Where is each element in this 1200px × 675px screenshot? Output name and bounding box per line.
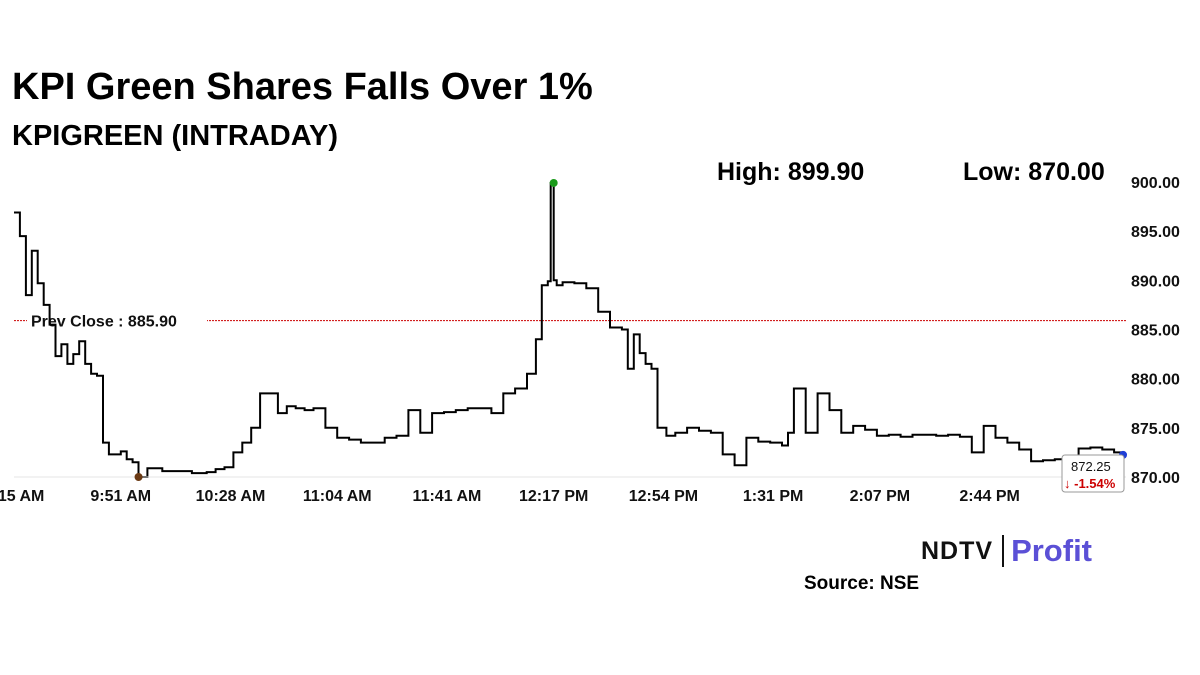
x-tick-label: 11:04 AM (303, 488, 372, 505)
x-tick-label: 11:41 AM (413, 488, 482, 505)
profit-wordmark: Profit (1011, 533, 1092, 568)
day-high-marker (549, 178, 558, 187)
day-high-label: High: 899.90 (717, 158, 865, 186)
chart-title: KPI Green Shares Falls Over 1% (12, 66, 593, 108)
x-tick-label: 9:51 AM (90, 488, 151, 505)
y-tick-label: 895.00 (1131, 224, 1180, 241)
ndtv-profit-logo: NDTV Profit (921, 533, 1092, 569)
prev-close-label: Prev Close : 885.90 (31, 314, 177, 331)
chart-subtitle: KPIGREEN (INTRADAY) (12, 120, 339, 152)
last-change-label: ↓ -1.54% (1064, 476, 1116, 491)
x-axis: 9:15 AM 9:51 AM 10:28 AM 11:04 AM 11:41 AM 12… (0, 476, 1126, 505)
x-tick-label: 2:44 PM (959, 488, 1019, 505)
prev-close-label-bg (27, 310, 207, 331)
last-price-box-bg (1061, 454, 1125, 493)
day-low-label: Low: 870.00 (963, 158, 1105, 186)
last-price-box: 872.25 ↓ -1.54% (1061, 454, 1125, 493)
source-note: Source: NSE (804, 573, 920, 594)
y-tick-label: 870.00 (1131, 470, 1180, 487)
y-axis: 900.00 895.00 890.00 885.00 880.00 875.00 870.… (1131, 175, 1180, 487)
y-tick-label: 880.00 (1131, 372, 1180, 389)
ndtv-wordmark: NDTV (921, 536, 994, 565)
y-tick-label: 875.00 (1131, 421, 1180, 438)
y-tick-label: 885.00 (1131, 323, 1180, 340)
prev-close-layer: Prev Close : 885.90 (14, 310, 1126, 331)
y-tick-label: 890.00 (1131, 273, 1180, 290)
x-tick-label: 9:15 AM (0, 488, 44, 505)
y-tick-label: 900.00 (1131, 175, 1180, 192)
price-series-line (14, 182, 1124, 478)
x-tick-label: 1:31 PM (743, 488, 803, 505)
x-tick-label: 12:17 PM (519, 488, 588, 505)
logo-divider (1002, 535, 1005, 567)
x-tick-label: 2:07 PM (850, 488, 910, 505)
x-tick-label: 10:28 AM (196, 488, 266, 505)
last-price-label: 872.25 (1071, 459, 1111, 474)
x-tick-label: 12:54 PM (629, 488, 698, 505)
marker-layer (134, 178, 1128, 481)
day-low-marker (134, 473, 143, 481)
